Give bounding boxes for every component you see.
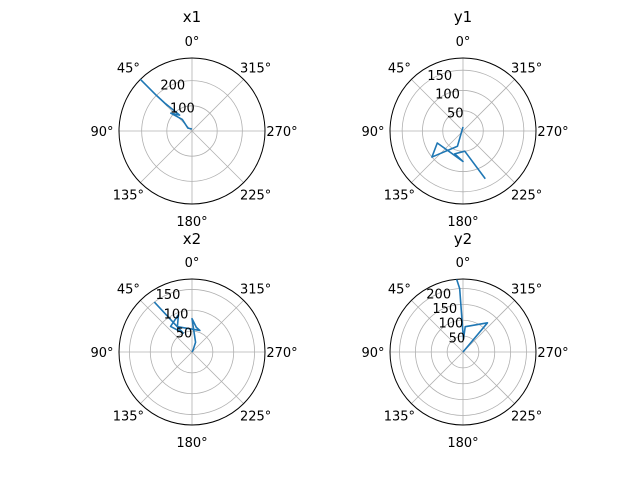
angle-tick-label: 225°: [240, 189, 271, 204]
polar-frame: [389, 278, 537, 426]
chart-title: y2: [454, 230, 472, 248]
angle-tick-label: 315°: [240, 61, 271, 76]
radial-tick-label: 100: [170, 102, 195, 117]
angle-tick-label: 225°: [511, 410, 542, 425]
angle-tick-label: 0°: [456, 35, 471, 50]
angular-gridline: [411, 130, 464, 183]
angular-gridline: [462, 130, 515, 183]
angular-gridline: [140, 130, 193, 183]
radial-tick-label: 100: [438, 317, 463, 332]
chart-title: x2: [183, 230, 201, 248]
angular-gridline: [140, 300, 193, 353]
angle-tick-label: 270°: [266, 346, 297, 361]
angle-tick-label: 0°: [185, 35, 200, 50]
polar-frame: [118, 278, 266, 426]
angle-tick-label: 135°: [384, 410, 415, 425]
angular-gridline: [191, 300, 244, 353]
angular-gridline: [191, 130, 244, 183]
angle-tick-label: 0°: [456, 256, 471, 271]
chart-title: x1: [183, 8, 201, 26]
series-line: [455, 279, 489, 353]
radial-tick-label: 50: [447, 106, 464, 121]
polar-panel-x1: 100 200 0° 315° 270° 225° 180° 135° 90° 45° x1: [90, 8, 297, 230]
angular-gridline: [411, 300, 464, 353]
angle-tick-label: 180°: [447, 215, 478, 230]
radial-tick-label: 50: [449, 331, 466, 346]
angle-tick-label: 270°: [266, 125, 297, 140]
angle-tick-label: 90°: [361, 125, 384, 140]
series-line: [431, 126, 486, 180]
angle-tick-label: 315°: [240, 282, 271, 297]
angle-tick-label: 180°: [176, 215, 207, 230]
radial-tick-label: 200: [426, 287, 451, 302]
polar-frame: [118, 57, 266, 205]
radial-tick-label: 150: [156, 288, 181, 303]
angular-gridline: [411, 351, 464, 404]
polar-frame: [389, 57, 537, 205]
angle-tick-label: 180°: [447, 436, 478, 451]
series-line: [153, 301, 201, 353]
radial-tick-label: 50: [176, 327, 193, 342]
angular-gridline: [191, 351, 244, 404]
polar-panel-x2: 50 100 150 0° 315° 270° 225° 180° 135° 90° 45° x2: [90, 230, 297, 451]
angular-gridline: [462, 300, 515, 353]
angle-tick-label: 90°: [90, 346, 113, 361]
angle-tick-label: 90°: [361, 346, 384, 361]
radial-tick-label: 100: [164, 307, 189, 322]
angular-gridline: [462, 351, 515, 404]
angle-tick-label: 0°: [185, 256, 200, 271]
radial-tick-label: 200: [160, 78, 185, 93]
series-line: [137, 76, 193, 130]
angle-tick-label: 315°: [511, 61, 542, 76]
radial-tick-label: 150: [427, 69, 452, 84]
angular-gridline: [140, 351, 193, 404]
polar-panel-y1: 50 100 150 0° 315° 270° 225° 180° 135° 90° 45° y1: [361, 8, 568, 230]
angle-tick-label: 45°: [117, 61, 140, 76]
angle-tick-label: 90°: [90, 125, 113, 140]
angle-tick-label: 315°: [511, 282, 542, 297]
angle-tick-label: 45°: [388, 282, 411, 297]
angle-tick-label: 270°: [537, 125, 568, 140]
angle-tick-label: 225°: [240, 410, 271, 425]
radial-tick-label: 100: [435, 88, 460, 103]
angle-tick-label: 135°: [384, 189, 415, 204]
angular-gridline: [191, 79, 244, 132]
angle-tick-label: 45°: [117, 282, 140, 297]
angle-tick-label: 270°: [537, 346, 568, 361]
chart-title: y1: [454, 8, 472, 26]
angle-tick-label: 180°: [176, 436, 207, 451]
angular-gridline: [462, 79, 515, 132]
angle-tick-label: 225°: [511, 189, 542, 204]
angle-tick-label: 45°: [388, 61, 411, 76]
angle-tick-label: 135°: [113, 410, 144, 425]
angular-gridline: [411, 79, 464, 132]
radial-tick-label: 150: [432, 302, 457, 317]
angle-tick-label: 135°: [113, 189, 144, 204]
